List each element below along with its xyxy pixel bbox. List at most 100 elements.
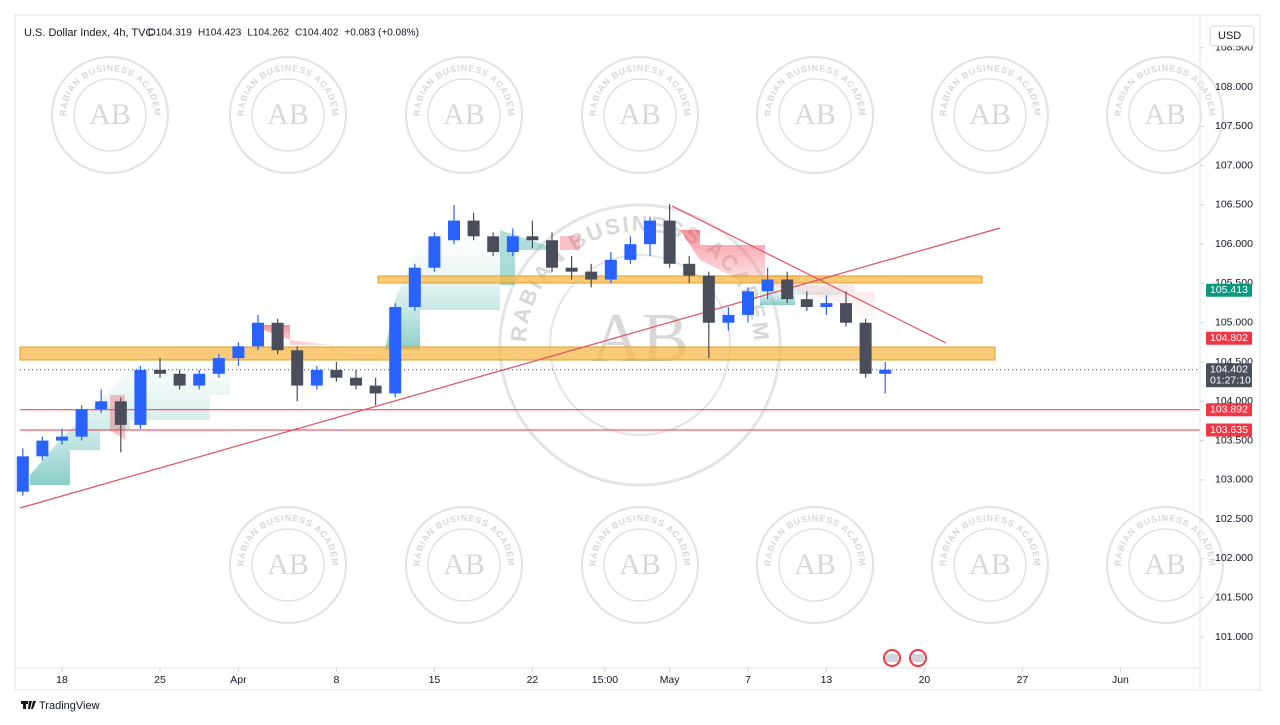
watermark-inner: [251, 528, 325, 602]
trend-line-up: [19, 227, 1001, 509]
watermark-logo: AB: [591, 300, 688, 377]
candle-body: [114, 401, 127, 425]
candle-body: [840, 303, 853, 323]
y-tick-label: 101.500: [1215, 592, 1253, 604]
price-label: 103.892: [1210, 404, 1248, 416]
watermark-inner: [1128, 78, 1202, 152]
symbol-title: U.S. Dollar Index, 4h, TVC: [24, 27, 153, 39]
candle-body: [252, 322, 265, 347]
candle-body: [585, 271, 598, 280]
candle-body: [683, 263, 696, 276]
watermark-inner: [603, 528, 677, 602]
watermark-logo: AB: [1144, 548, 1186, 581]
watermark-ring: [405, 506, 523, 624]
candle-body: [56, 436, 69, 441]
x-tick-label: 18: [56, 674, 68, 686]
trend-line-down: [671, 205, 947, 344]
candle-body: [350, 377, 363, 386]
candle-body: [820, 303, 833, 308]
x-tick-label: Apr: [230, 674, 247, 686]
y-tick-label: 103.500: [1215, 434, 1253, 446]
watermark-inner: [953, 528, 1027, 602]
candle-body: [16, 456, 29, 492]
candle-body: [526, 236, 539, 241]
candle-body: [36, 440, 49, 457]
candle-body: [75, 409, 88, 437]
watermark-ring: [581, 506, 699, 624]
x-tick-label: 7: [745, 674, 751, 686]
watermark-logo: AB: [443, 98, 485, 131]
watermark-logo: AB: [1144, 98, 1186, 131]
watermark-logo: AB: [619, 98, 661, 131]
watermark-ring: [498, 203, 782, 487]
watermark-ring: [229, 56, 347, 174]
price-label-box: [1206, 283, 1252, 297]
currency-button[interactable]: [1209, 25, 1255, 47]
candle-body: [212, 358, 225, 374]
watermark-inner: [1128, 528, 1202, 602]
watermark-inner: [549, 254, 731, 436]
event-flags: [883, 649, 927, 667]
candle-body: [800, 299, 813, 308]
candle-body: [742, 291, 755, 315]
price-label-box: [1206, 403, 1252, 417]
candles: [16, 204, 892, 496]
candle-body: [95, 401, 108, 410]
watermark-ring: [931, 56, 1049, 174]
candle-body: [448, 220, 461, 241]
ohlc-value: C104.402: [295, 28, 339, 39]
watermark-ring: [405, 56, 523, 174]
ohlc-value: O104.319: [148, 28, 192, 39]
y-tick-label: 107.500: [1215, 120, 1253, 132]
candle-body: [271, 322, 284, 351]
candle-body: [173, 373, 186, 386]
candle-body: [644, 220, 657, 245]
watermark-inner: [953, 78, 1027, 152]
watermark-inner: [251, 78, 325, 152]
watermark-logo: AB: [969, 548, 1011, 581]
price-label-box: [1206, 363, 1252, 388]
watermark-ring: [229, 506, 347, 624]
watermark-ring: [931, 506, 1049, 624]
candle-body: [879, 369, 892, 374]
candle-body: [722, 314, 735, 323]
candle-body: [604, 259, 617, 280]
watermark-logo: AB: [443, 548, 485, 581]
x-tick-label: 27: [1017, 674, 1029, 686]
x-tick-label: Jun: [1112, 674, 1129, 686]
watermark-logo: AB: [969, 98, 1011, 131]
countdown: 01:27:10: [1210, 375, 1251, 387]
x-tick-label: May: [660, 674, 681, 686]
ohlc-value: H104.423: [198, 28, 242, 39]
candle-body: [546, 240, 559, 268]
watermark-logo: AB: [794, 98, 836, 131]
brand-name: TradingView: [39, 700, 100, 712]
watermark-logo: AB: [267, 98, 309, 131]
watermark-logo: AB: [619, 548, 661, 581]
candle-body: [369, 385, 382, 394]
brand-logo: TradingView: [21, 700, 100, 712]
candle-body: [467, 220, 480, 237]
candle-body: [565, 267, 578, 272]
candle-body: [761, 279, 774, 292]
y-tick-label: 103.000: [1215, 474, 1253, 486]
y-tick-label: 101.000: [1215, 631, 1253, 643]
x-tick-label: 25: [154, 674, 166, 686]
y-tick-label: 105.000: [1215, 317, 1253, 329]
y-tick-label: 108.000: [1215, 81, 1253, 93]
candle-body: [134, 369, 147, 425]
candle-body: [506, 236, 519, 253]
price-label: 103.635: [1210, 424, 1248, 436]
candle-body: [428, 236, 441, 268]
watermark-inner: [778, 78, 852, 152]
x-tick-label: 15:00: [592, 674, 618, 686]
candle-body: [154, 369, 167, 374]
currency-label[interactable]: USD: [1218, 30, 1241, 42]
candle-body: [310, 369, 323, 386]
price-label: 104.802: [1210, 332, 1248, 344]
candle-body: [859, 322, 872, 374]
ohlc-value: L104.262: [247, 28, 289, 39]
x-tick-label: 8: [333, 674, 339, 686]
